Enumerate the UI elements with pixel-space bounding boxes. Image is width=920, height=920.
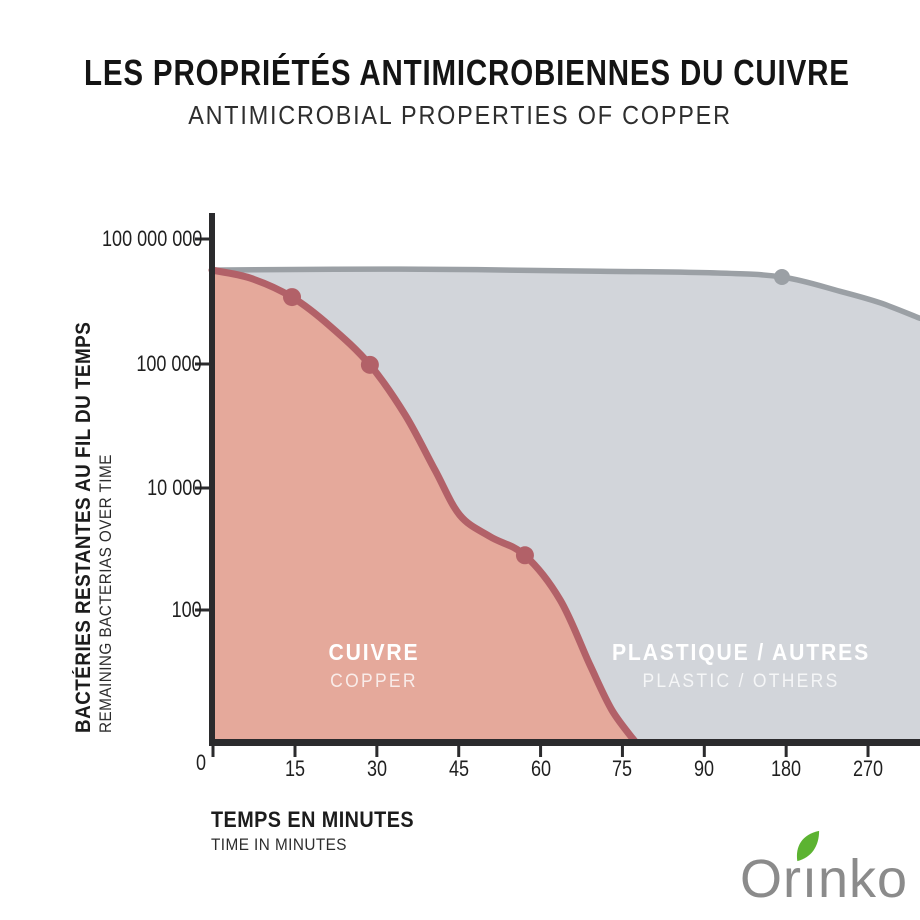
y-axis-label-fr: BACTÉRIES RESTANTES AU FIL DU TEMPS: [72, 321, 95, 733]
copper-area-label-en: COPPER: [330, 671, 418, 692]
y-tick-mark: [195, 486, 212, 490]
logo-text-part3: nko: [818, 849, 909, 909]
logo-text-part1: Or: [740, 849, 802, 909]
page-title: LES PROPRIÉTÉS ANTIMICROBIENNES DU CUIVR…: [84, 52, 850, 93]
copper-area: [212, 270, 636, 742]
y-tick-label: 10 000: [146, 475, 202, 500]
y-axis-label-en: REMAINING BACTERIAS OVER TIME: [96, 454, 115, 733]
x-tick-mark: [211, 746, 215, 757]
y-tick-mark: [195, 608, 212, 612]
x-tick-label: 0: [195, 750, 207, 775]
x-axis-line: [209, 739, 920, 746]
x-tick-label: 90: [694, 756, 715, 781]
plastic-curve: [209, 266, 920, 322]
copper-data-point: [360, 355, 379, 374]
x-axis-label-en: TIME IN MINUTES: [211, 835, 347, 854]
x-tick-label: 180: [771, 756, 802, 781]
y-tick-label: 100: [171, 597, 202, 622]
x-tick-label: 75: [612, 756, 633, 781]
leaf-icon: [796, 830, 820, 862]
x-tick-label: 15: [284, 756, 306, 781]
y-tick-label: 100 000: [136, 351, 202, 376]
header: LES PROPRIÉTÉS ANTIMICROBIENNES DU CUIVR…: [0, 52, 920, 131]
x-tick-label: 30: [366, 756, 387, 781]
x-tick-label: 270: [852, 756, 884, 781]
logo-text-part2: ı: [802, 849, 819, 909]
copper-area-label-fr: CUIVRE: [328, 639, 420, 665]
plastic-area-label-en: PLASTIC / OTHERS: [642, 671, 840, 692]
x-tick-mark: [620, 746, 624, 757]
x-tick-label: 45: [448, 756, 469, 781]
x-tick-mark: [702, 746, 706, 757]
x-axis-label: TEMPS EN MINUTES TIME IN MINUTES: [211, 806, 437, 856]
page-subtitle: ANTIMICROBIAL PROPERTIES OF COPPER: [188, 100, 732, 130]
x-tick-mark: [784, 746, 788, 757]
x-tick-mark: [457, 746, 461, 757]
plastic-area-label-fr: PLASTIQUE / AUTRES: [611, 639, 871, 665]
x-tick-mark: [375, 746, 379, 757]
copper-area-label: CUIVRE COPPER: [325, 639, 424, 693]
plastic-data-point: [773, 269, 790, 286]
copper-data-point: [515, 546, 534, 565]
copper-data-point: [283, 288, 302, 307]
x-tick-mark: [539, 746, 543, 757]
orinko-logo-text: Orınko: [740, 852, 908, 906]
y-axis-line: [209, 213, 215, 746]
y-tick-mark: [195, 237, 212, 241]
orinko-logo: Orınko: [740, 830, 908, 906]
y-axis-label: BACTÉRIES RESTANTES AU FIL DU TEMPS REMA…: [72, 193, 116, 733]
x-axis-label-fr: TEMPS EN MINUTES: [211, 807, 415, 832]
y-tick-label: 100 000 000: [101, 226, 202, 251]
x-tick-label: 60: [530, 756, 551, 781]
x-tick-mark: [293, 746, 297, 757]
plastic-area-label: PLASTIQUE / AUTRES PLASTIC / OTHERS: [601, 639, 882, 693]
y-tick-mark: [195, 362, 212, 366]
x-tick-mark: [866, 746, 870, 757]
